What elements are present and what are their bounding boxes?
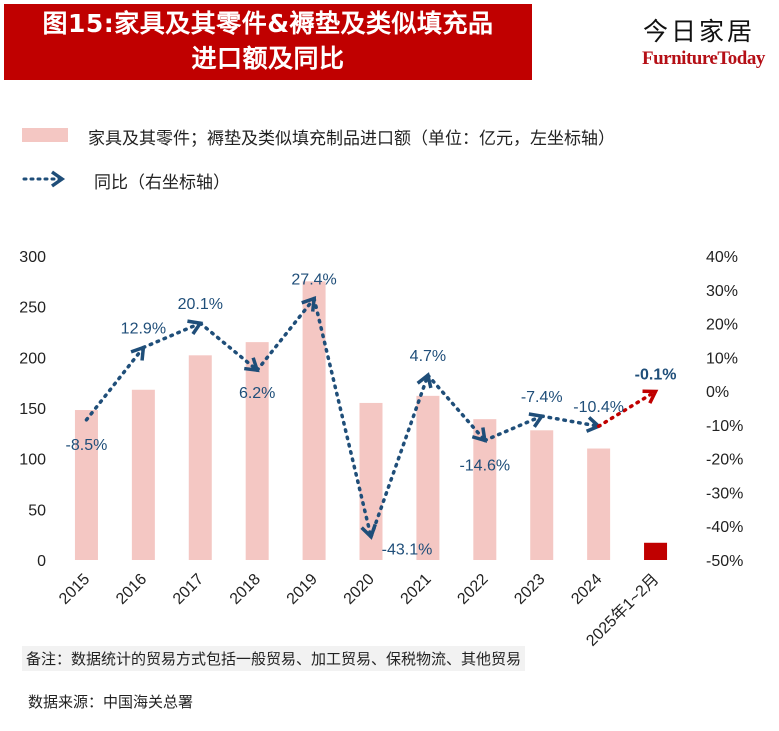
brand-name-cn: 今日家居 (643, 17, 756, 46)
yoy-data-label: -8.5% (66, 437, 108, 454)
right-axis-tick-label: -20% (706, 452, 743, 469)
yoy-line-segment (369, 373, 430, 539)
bar (587, 448, 611, 560)
yoy-line-segment (426, 373, 487, 443)
x-axis-tick-label: 2020 (341, 571, 378, 608)
brand-logo-en: FurnitureToday (642, 48, 765, 69)
left-axis-tick-label: 50 (28, 502, 46, 519)
yoy-data-label: 20.1% (178, 296, 223, 313)
yoy-data-label: -43.1% (382, 542, 433, 559)
bar (74, 410, 98, 560)
right-axis-tick-label: 0% (706, 384, 729, 401)
x-axis-tick-label: 2024 (568, 571, 605, 608)
bar-highlight (644, 542, 668, 560)
left-axis-tick-label: 0 (37, 553, 46, 570)
bar (473, 419, 497, 560)
left-axis-tick-label: 150 (19, 401, 46, 418)
bar (188, 355, 212, 560)
x-axis-tick-label: 2022 (454, 571, 491, 608)
bar (416, 395, 440, 560)
yoy-data-label: 4.7% (410, 348, 446, 365)
x-axis-tick-label: 2017 (170, 571, 207, 608)
title-banner: 图15:家具及其零件&褥垫及类似填充品 进口额及同比 (4, 4, 532, 80)
bar (245, 342, 269, 560)
yoy-line-segment (483, 414, 544, 443)
yoy-data-label: 6.2% (239, 385, 275, 402)
bar (530, 430, 554, 560)
left-axis-tick-label: 200 (19, 350, 46, 367)
yoy-line-segment (84, 345, 146, 422)
yoy-line-segment (198, 321, 259, 372)
data-source: 数据来源：中国海关总署 (28, 693, 194, 711)
left-axis-tick-label: 300 (19, 249, 46, 266)
yoy-line-segment (539, 414, 601, 428)
chart-title-line1: 图15:家具及其零件&褥垫及类似填充品 (42, 9, 494, 38)
yoy-line-segment (312, 296, 373, 539)
chart-title-line2: 进口额及同比 (191, 44, 345, 73)
right-axis-tick-label: 40% (706, 249, 738, 266)
bar (302, 281, 326, 560)
right-axis-tick-label: 30% (706, 283, 738, 300)
right-axis-tick-label: 20% (706, 317, 738, 334)
left-axis-tick-label: 250 (19, 300, 46, 317)
right-axis-tick-label: 10% (706, 350, 738, 367)
yoy-data-label: -0.1% (635, 366, 677, 383)
yoy-data-label: -7.4% (521, 389, 563, 406)
x-axis-tick-label: 2021 (398, 571, 435, 608)
right-axis-tick-label: -10% (706, 418, 743, 435)
x-axis-tick-label: 2018 (227, 571, 264, 608)
legend-line-arrow-icon (22, 170, 66, 188)
yoy-line-segment-last (596, 389, 658, 428)
yoy-arrowhead (642, 389, 659, 404)
legend-bar-label: 家具及其零件；褥垫及类似填充制品进口额（单位：亿元，左坐标轴） (88, 129, 615, 149)
right-axis-tick-label: -50% (706, 553, 743, 570)
right-axis-tick-label: -40% (706, 519, 743, 536)
yoy-data-label: 12.9% (121, 321, 166, 338)
bar (131, 389, 155, 560)
yoy-line-segment (141, 321, 203, 350)
x-axis-tick-label: 2016 (113, 571, 150, 608)
legend-bar-swatch (22, 128, 68, 142)
yoy-data-label: -10.4% (573, 399, 624, 416)
yoy-data-label: -14.6% (459, 457, 510, 474)
yoy-data-label: 27.4% (291, 272, 336, 289)
yoy-line-segment (255, 296, 316, 372)
footnote: 备注：数据统计的贸易方式包括一般贸易、加工贸易、保税物流、其他贸易 (22, 646, 526, 671)
x-axis-tick-label: 2023 (511, 571, 548, 608)
left-axis-tick-label: 100 (19, 452, 46, 469)
legend-line-label: 同比（右坐标轴） (94, 173, 230, 193)
x-axis-tick-label: 2015 (56, 571, 93, 608)
x-axis-tick-label: 2019 (284, 571, 321, 608)
right-axis-tick-label: -30% (706, 485, 743, 502)
